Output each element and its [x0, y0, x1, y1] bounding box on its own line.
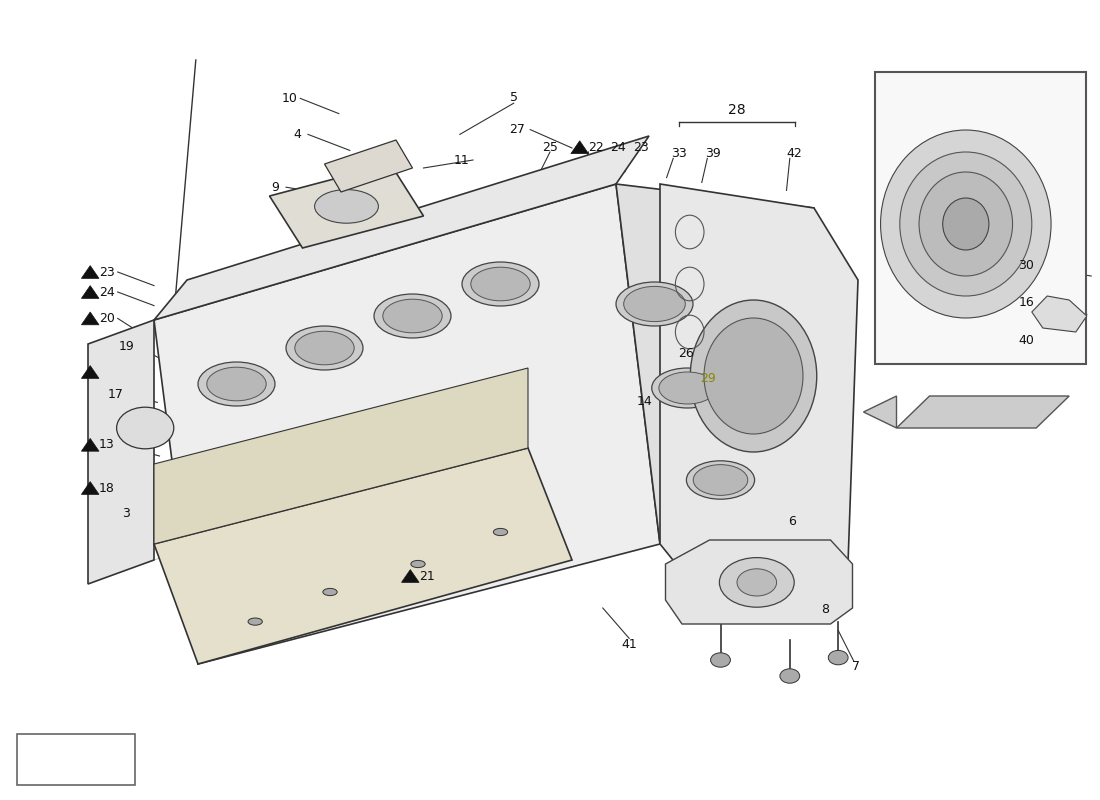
- Polygon shape: [81, 366, 99, 378]
- Polygon shape: [616, 184, 847, 592]
- Polygon shape: [81, 266, 99, 278]
- Text: 39: 39: [705, 147, 720, 160]
- Polygon shape: [154, 368, 528, 544]
- Circle shape: [828, 650, 848, 665]
- Ellipse shape: [651, 368, 724, 408]
- Polygon shape: [571, 141, 588, 154]
- Ellipse shape: [880, 130, 1050, 318]
- Text: 23: 23: [99, 266, 114, 278]
- Text: 7: 7: [851, 660, 860, 673]
- Text: 41: 41: [621, 638, 637, 650]
- Text: 24: 24: [99, 286, 114, 298]
- Ellipse shape: [704, 318, 803, 434]
- Text: 3: 3: [122, 507, 131, 520]
- Ellipse shape: [616, 282, 693, 326]
- Ellipse shape: [471, 267, 530, 301]
- Text: 8: 8: [821, 603, 829, 616]
- Ellipse shape: [198, 362, 275, 406]
- Polygon shape: [324, 140, 412, 192]
- Ellipse shape: [249, 618, 263, 626]
- Polygon shape: [896, 396, 1069, 428]
- Polygon shape: [666, 540, 852, 624]
- Circle shape: [711, 653, 730, 667]
- Ellipse shape: [900, 152, 1032, 296]
- Text: 42: 42: [786, 147, 802, 160]
- Text: 22: 22: [588, 141, 604, 154]
- Text: a passion for parts since 1990: a passion for parts since 1990: [323, 432, 623, 568]
- Text: 40: 40: [1019, 334, 1034, 346]
- Ellipse shape: [691, 300, 816, 452]
- Text: 23: 23: [634, 141, 649, 154]
- Ellipse shape: [295, 331, 354, 365]
- Polygon shape: [1032, 296, 1087, 332]
- Ellipse shape: [686, 461, 755, 499]
- Ellipse shape: [737, 569, 777, 596]
- Ellipse shape: [462, 262, 539, 306]
- Ellipse shape: [286, 326, 363, 370]
- Text: 11: 11: [454, 154, 470, 166]
- Circle shape: [117, 407, 174, 449]
- Polygon shape: [81, 286, 99, 298]
- Polygon shape: [270, 164, 424, 248]
- Ellipse shape: [693, 465, 748, 495]
- Ellipse shape: [374, 294, 451, 338]
- Ellipse shape: [659, 372, 716, 404]
- Polygon shape: [154, 184, 660, 664]
- Text: 20: 20: [99, 312, 114, 325]
- Polygon shape: [88, 320, 154, 584]
- Polygon shape: [81, 438, 99, 451]
- Text: 29: 29: [701, 372, 716, 385]
- Text: 26: 26: [679, 347, 694, 360]
- Ellipse shape: [918, 172, 1013, 276]
- Text: 14: 14: [637, 395, 652, 408]
- Ellipse shape: [315, 190, 378, 223]
- Text: 17: 17: [108, 388, 123, 401]
- Polygon shape: [81, 482, 99, 494]
- Text: 30: 30: [1019, 259, 1034, 272]
- Polygon shape: [154, 136, 649, 320]
- Text: 28: 28: [728, 103, 746, 118]
- Ellipse shape: [624, 286, 685, 322]
- Text: 33: 33: [671, 147, 686, 160]
- Polygon shape: [864, 396, 896, 428]
- Text: 16: 16: [1019, 296, 1034, 309]
- Text: 24: 24: [610, 141, 626, 154]
- Ellipse shape: [323, 589, 337, 595]
- Text: 13: 13: [99, 438, 114, 451]
- Polygon shape: [28, 752, 45, 765]
- Ellipse shape: [410, 560, 425, 568]
- Polygon shape: [81, 312, 99, 325]
- Ellipse shape: [943, 198, 989, 250]
- Text: 19: 19: [119, 340, 134, 353]
- Ellipse shape: [493, 528, 507, 536]
- Text: 27: 27: [509, 123, 525, 136]
- Text: 18: 18: [99, 482, 114, 494]
- Text: 10: 10: [282, 92, 297, 105]
- Polygon shape: [402, 570, 419, 582]
- Polygon shape: [154, 448, 572, 664]
- FancyBboxPatch shape: [874, 72, 1086, 364]
- Text: EUROSPARE: EUROSPARE: [184, 266, 652, 534]
- Text: 6: 6: [788, 515, 796, 528]
- Ellipse shape: [383, 299, 442, 333]
- Text: 5: 5: [509, 91, 518, 104]
- Text: 4: 4: [293, 128, 301, 141]
- Ellipse shape: [719, 558, 794, 607]
- Ellipse shape: [207, 367, 266, 401]
- Text: = 1: = 1: [60, 753, 82, 766]
- Text: 25: 25: [542, 141, 558, 154]
- Polygon shape: [660, 184, 858, 612]
- Text: 9: 9: [271, 181, 279, 194]
- Circle shape: [780, 669, 800, 683]
- FancyBboxPatch shape: [16, 734, 135, 785]
- Text: 21: 21: [419, 570, 435, 582]
